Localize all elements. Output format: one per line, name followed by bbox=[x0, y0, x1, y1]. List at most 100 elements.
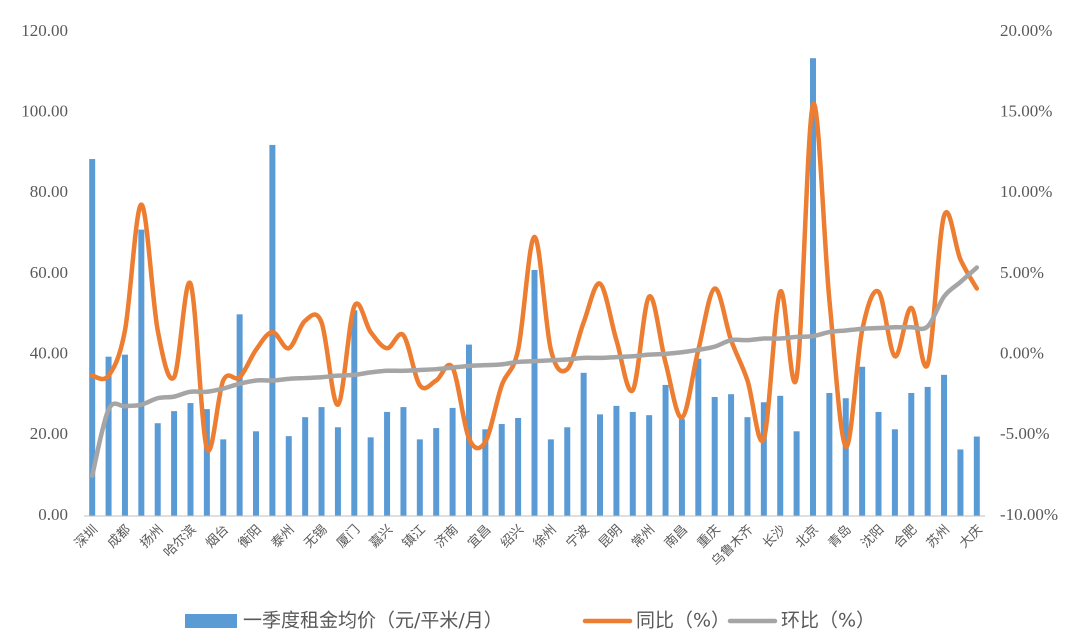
x-tick-label: 镇江 bbox=[399, 522, 428, 551]
bar bbox=[826, 392, 833, 516]
bar bbox=[662, 384, 669, 516]
bar bbox=[121, 354, 128, 516]
bar bbox=[449, 407, 456, 516]
bar bbox=[859, 366, 866, 516]
x-tick-label: 大庆 bbox=[956, 522, 985, 551]
bar bbox=[400, 407, 407, 516]
bar bbox=[613, 405, 620, 516]
bar bbox=[482, 429, 489, 516]
bar bbox=[941, 374, 948, 516]
x-tick-label: 苏州 bbox=[923, 522, 952, 551]
y2-tick-label: 0.00% bbox=[1000, 344, 1044, 363]
bar bbox=[236, 314, 243, 516]
y2-tick-label: 5.00% bbox=[1000, 263, 1044, 282]
bar bbox=[187, 403, 194, 516]
x-tick-label: 无锡 bbox=[301, 522, 330, 551]
bar bbox=[777, 395, 784, 516]
legend-swatch bbox=[185, 614, 237, 628]
bar bbox=[629, 411, 636, 516]
bar bbox=[105, 356, 112, 516]
bar bbox=[678, 419, 685, 516]
x-tick-label: 北京 bbox=[792, 522, 821, 551]
y2-tick-label: -10.00% bbox=[1000, 505, 1058, 524]
y-tick-label: 0.00 bbox=[38, 505, 68, 524]
bar bbox=[580, 372, 587, 516]
bar bbox=[203, 409, 210, 516]
legend-label: 一季度租金均价（元/平米/月） bbox=[243, 610, 503, 632]
bar bbox=[875, 411, 882, 516]
x-tick-label: 济南 bbox=[432, 522, 461, 551]
bar bbox=[171, 411, 178, 516]
bar bbox=[597, 414, 604, 516]
bar bbox=[695, 358, 702, 516]
x-tick-label: 合肥 bbox=[891, 522, 920, 551]
bar bbox=[793, 431, 800, 516]
bar bbox=[220, 439, 227, 516]
y2-tick-label: -5.00% bbox=[1000, 424, 1050, 443]
legend-label: 同比（%） bbox=[636, 610, 730, 632]
bar bbox=[138, 229, 145, 516]
x-tick-label: 徐州 bbox=[530, 522, 559, 551]
y-tick-label: 20.00 bbox=[30, 424, 68, 443]
x-tick-label: 南昌 bbox=[661, 522, 690, 551]
bar bbox=[531, 269, 538, 516]
bar bbox=[728, 394, 735, 516]
x-tick-label: 青岛 bbox=[825, 522, 854, 551]
bar bbox=[908, 392, 915, 516]
bar bbox=[547, 439, 554, 516]
y-tick-label: 120.00 bbox=[21, 21, 68, 40]
x-tick-label: 重庆 bbox=[694, 522, 723, 551]
bar bbox=[891, 429, 898, 516]
bar bbox=[515, 417, 522, 516]
bar bbox=[416, 439, 423, 516]
bar bbox=[384, 411, 391, 516]
line bbox=[89, 101, 980, 453]
x-tick-label: 泰州 bbox=[268, 522, 297, 551]
bar bbox=[809, 58, 816, 516]
bar bbox=[302, 417, 309, 516]
bar bbox=[285, 436, 292, 516]
x-tick-label: 嘉兴 bbox=[366, 522, 395, 551]
y-tick-label: 60.00 bbox=[30, 263, 68, 282]
bar bbox=[498, 424, 505, 516]
bar bbox=[351, 310, 358, 516]
x-tick-label: 绍兴 bbox=[497, 522, 526, 551]
bar bbox=[646, 415, 653, 516]
x-tick-label: 成都 bbox=[104, 522, 133, 551]
bar bbox=[711, 397, 718, 516]
y-tick-label: 80.00 bbox=[30, 182, 68, 201]
x-tick-label: 沈阳 bbox=[858, 522, 887, 551]
bar bbox=[433, 428, 440, 516]
bar bbox=[957, 449, 964, 516]
y-tick-label: 40.00 bbox=[30, 344, 68, 363]
bar bbox=[924, 386, 931, 516]
x-tick-label: 衡阳 bbox=[235, 522, 264, 551]
line bbox=[89, 265, 980, 478]
bar bbox=[253, 431, 260, 516]
legend-label: 环比（%） bbox=[781, 610, 875, 632]
x-tick-label: 哈尔滨 bbox=[161, 522, 199, 560]
bar bbox=[465, 344, 472, 516]
bar bbox=[973, 436, 980, 516]
x-tick-label: 长沙 bbox=[759, 522, 788, 551]
x-tick-label: 常州 bbox=[628, 522, 657, 551]
y-tick-label: 100.00 bbox=[21, 102, 68, 121]
y2-tick-label: 10.00% bbox=[1000, 182, 1052, 201]
bar bbox=[760, 402, 767, 516]
bar bbox=[744, 417, 751, 516]
bar bbox=[367, 437, 374, 516]
x-tick-label: 扬州 bbox=[137, 522, 166, 551]
bar bbox=[154, 423, 161, 516]
bar bbox=[318, 407, 325, 516]
bar bbox=[334, 427, 341, 516]
y2-tick-label: 20.00% bbox=[1000, 21, 1052, 40]
bar bbox=[89, 159, 96, 517]
y2-tick-label: 15.00% bbox=[1000, 102, 1052, 121]
x-tick-label: 厦门 bbox=[334, 522, 363, 551]
x-tick-label: 昆明 bbox=[596, 522, 625, 551]
x-tick-label: 宁波 bbox=[563, 522, 592, 551]
x-tick-label: 宜昌 bbox=[465, 522, 494, 551]
bar bbox=[842, 398, 849, 516]
bar bbox=[564, 427, 571, 516]
